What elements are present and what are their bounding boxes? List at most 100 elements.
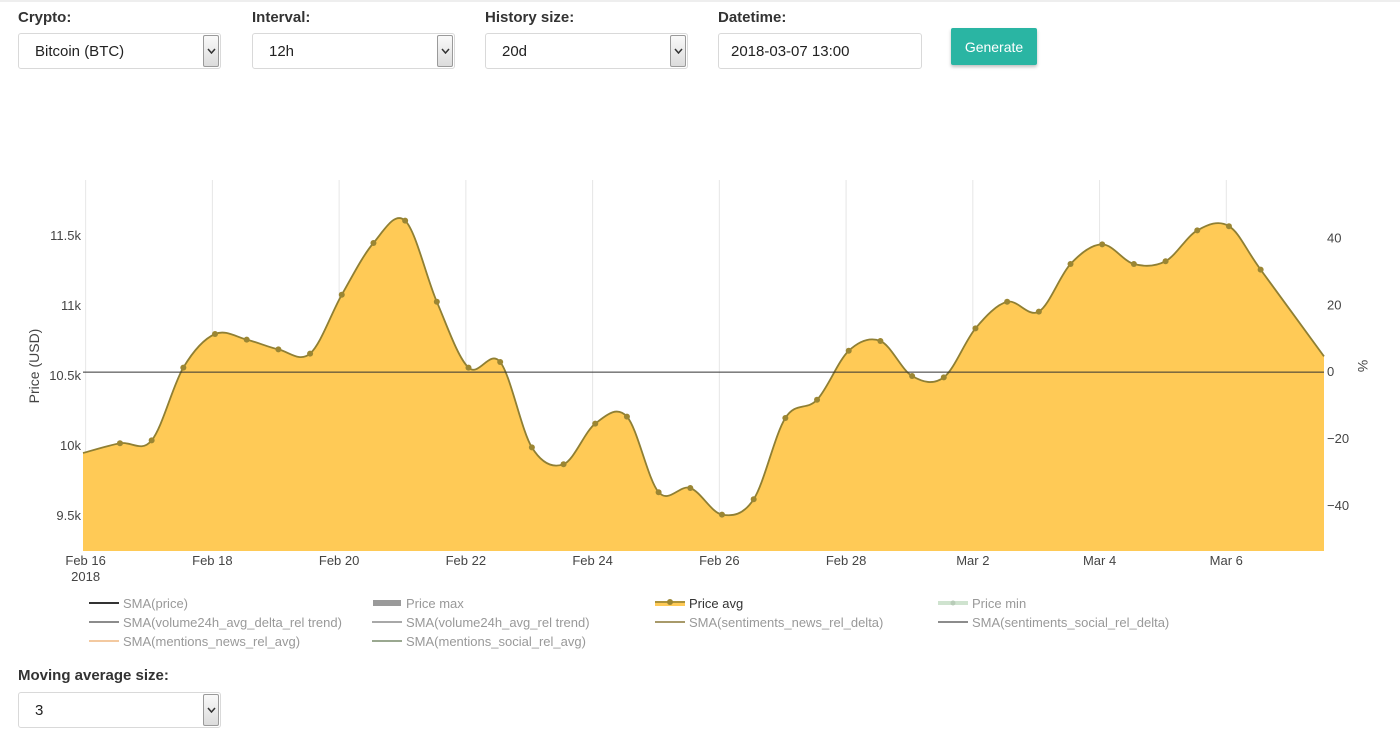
price-avg-marker [243,336,250,343]
chevron-down-icon[interactable] [670,35,686,67]
legend-label: SMA(mentions_social_rel_avg) [406,633,586,649]
price-avg-marker [655,489,662,496]
legend-label: SMA(mentions_news_rel_avg) [123,633,301,649]
datetime-label: Datetime: [718,9,787,26]
price-avg-marker [465,364,472,371]
legend-item[interactable]: SMA(volume24h_avg_delta_rel trend) [89,613,342,631]
legend-line-symbol [89,640,119,642]
x-tick-label: Mar 6 [1210,553,1243,568]
y2-tick-label: −20 [1327,431,1349,446]
price-avg-marker [433,298,440,305]
legend-item[interactable]: SMA(price) [89,594,188,612]
price-avg-marker [1225,223,1232,230]
y2-axis-title: % [1355,360,1371,372]
price-avg-marker [909,373,916,379]
x-tick-label: Feb 20 [319,553,359,568]
legend-item[interactable]: Price avg [655,594,743,612]
legend-label: SMA(price) [123,595,189,611]
price-avg-marker [718,511,725,518]
legend-label: Price min [972,595,1027,611]
top-divider [0,0,1400,2]
chevron-down-icon[interactable] [203,35,219,67]
y2-tick-label: 0 [1327,364,1334,379]
y-axis-title: Price (USD) [26,329,42,404]
y-tick-label: 9.5k [56,508,81,523]
price-avg-marker [623,413,630,420]
price-avg-marker [307,350,314,357]
legend-item[interactable]: SMA(mentions_news_rel_avg) [89,632,300,650]
legend-line-symbol [372,621,402,623]
price-avg-marker [528,444,535,451]
interval-label: Interval: [252,9,311,26]
price-avg-marker [370,240,377,246]
x-tick-label: Feb 16 [65,553,105,568]
price-avg-marker [560,461,567,468]
y2-tick-label: 40 [1327,230,1341,245]
moving-average-select-value: 3 [35,702,44,719]
price-avg-marker [845,347,852,354]
price-avg-marker [1067,261,1074,267]
legend-line-symbol [938,621,968,623]
price-avg-marker [402,217,409,224]
legend-line-marker-symbol [938,600,968,606]
price-avg-marker [940,374,947,381]
legend-line-symbol [89,602,119,604]
y-tick-label: 10k [60,438,81,453]
generate-button[interactable]: Generate [951,28,1037,65]
price-avg-marker [1130,261,1137,267]
legend-item[interactable]: SMA(mentions_social_rel_avg) [372,632,586,650]
price-avg-marker [782,415,789,421]
y-tick-label: 11.5k [50,228,81,243]
y2-tick-label: −40 [1327,498,1349,513]
history-size-select-value: 20d [502,43,528,60]
legend-label: Price max [406,595,464,611]
price-avg-line [82,217,1325,517]
interval-select-value: 12h [269,43,295,60]
price-avg-marker [877,338,884,344]
history-size-label: History size: [485,9,575,26]
price-avg-area [83,217,1324,551]
x-tick-label: Mar 2 [956,553,989,568]
legend-label: SMA(sentiments_news_rel_delta) [689,614,884,630]
price-avg-marker [338,291,345,298]
legend-item[interactable]: Price max [372,594,464,612]
datetime-input[interactable] [718,33,922,69]
y-tick-label: 11k [61,298,81,313]
price-avg-marker [687,485,694,491]
legend-item[interactable]: SMA(volume24h_avg_rel trend) [372,613,590,631]
crypto-select-value: Bitcoin (BTC) [35,43,125,60]
interval-select[interactable]: 12h [252,33,455,69]
chevron-down-icon[interactable] [203,694,219,726]
legend-item[interactable]: SMA(sentiments_social_rel_delta) [938,613,1169,631]
price-avg-marker [116,440,123,447]
price-avg-marker [1099,241,1106,248]
legend-label: SMA(sentiments_social_rel_delta) [972,614,1170,630]
price-avg-marker [592,420,599,427]
x-tick-label: Feb 22 [446,553,486,568]
legend-line-symbol [372,640,402,642]
price-avg-marker [1004,298,1011,305]
crypto-select[interactable]: Bitcoin (BTC) [18,33,221,69]
legend-bar-symbol [373,600,401,606]
moving-average-select[interactable]: 3 [18,692,221,728]
price-avg-marker [1194,227,1201,234]
price-avg-marker [180,364,187,371]
price-avg-marker [750,496,757,503]
history-size-select[interactable]: 20d [485,33,688,69]
price-avg-marker [1035,308,1042,315]
y2-tick-label: 20 [1327,297,1341,312]
moving-average-label: Moving average size: [18,667,169,684]
price-avg-marker [814,396,821,403]
legend-item[interactable]: Price min [938,594,1026,612]
x-year-label: 2018 [71,569,100,584]
legend-line-marker-symbol [655,599,685,606]
area-layer [82,217,1325,551]
x-tick-label: Feb 24 [572,553,612,568]
crypto-label: Crypto: [18,9,72,26]
legend-item[interactable]: SMA(sentiments_news_rel_delta) [655,613,883,631]
legend-label: Price avg [689,595,744,611]
price-avg-marker [148,437,155,444]
axis-layer: Feb 16 Feb 18 Feb 20 Feb 22 Feb 24 Feb 26 Feb … [49,228,1349,584]
chevron-down-icon[interactable] [437,35,453,67]
